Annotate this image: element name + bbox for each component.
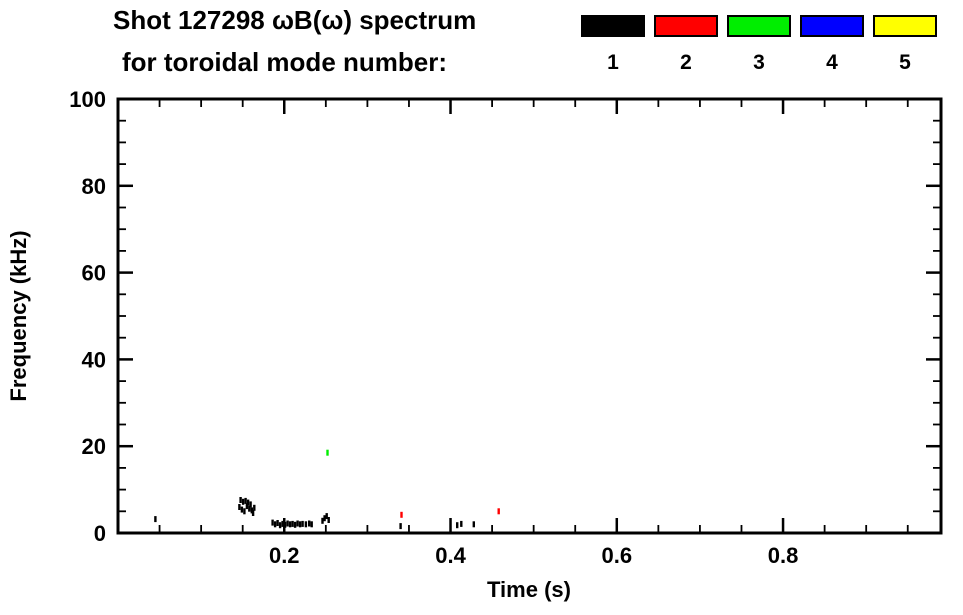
data-point-mode-1 xyxy=(249,501,252,508)
tick-label: 0.8 xyxy=(768,543,799,568)
data-points xyxy=(154,449,500,530)
tick-label: 20 xyxy=(82,434,106,459)
data-point-mode-1 xyxy=(286,520,289,527)
data-point-mode-1 xyxy=(323,515,326,522)
data-point-mode-1 xyxy=(472,521,475,528)
tick-label: 40 xyxy=(82,347,106,372)
legend-swatches xyxy=(581,15,937,37)
legend-mode-numbers: 1 2 3 4 5 xyxy=(581,51,937,75)
tick-label: 0.2 xyxy=(269,543,300,568)
data-point-mode-1 xyxy=(241,498,245,505)
data-point-mode-1 xyxy=(281,520,284,527)
tick-label: 0 xyxy=(94,521,106,546)
legend-swatch-mode-4 xyxy=(800,15,864,37)
legend-swatch-mode-3 xyxy=(727,15,791,37)
tick-label: 0.6 xyxy=(601,543,632,568)
data-point-mode-1 xyxy=(399,523,402,530)
data-point-mode-2 xyxy=(400,511,403,518)
legend-label-mode-3: 3 xyxy=(753,51,765,74)
data-point-mode-1 xyxy=(271,519,274,526)
data-point-mode-1 xyxy=(296,520,299,527)
data-point-mode-1 xyxy=(253,504,256,511)
y-axis-title: Frequency (kHz) xyxy=(6,230,31,401)
axis-ticks xyxy=(118,97,941,535)
data-point-mode-1 xyxy=(321,517,324,524)
data-point-mode-1 xyxy=(250,507,253,514)
chart-title: Shot 127298 ωB(ω) spectrum xyxy=(113,5,477,35)
legend-swatch-mode-2 xyxy=(654,15,718,37)
data-point-mode-3 xyxy=(326,449,329,456)
plot-frame xyxy=(116,97,943,535)
data-point-mode-1 xyxy=(288,521,292,528)
data-point-mode-1 xyxy=(245,503,249,510)
tick-label: 80 xyxy=(82,174,106,199)
legend-label-mode-1: 1 xyxy=(607,51,619,74)
chart-subtitle: for toroidal mode number: xyxy=(122,47,447,77)
data-point-mode-2 xyxy=(497,508,500,515)
tick-label: 100 xyxy=(69,87,106,112)
data-point-mode-1 xyxy=(325,513,328,520)
data-point-mode-1 xyxy=(283,521,287,528)
y-tick-labels: 0 20 40 60 80 100 xyxy=(69,87,106,546)
data-point-mode-1 xyxy=(251,510,255,516)
data-point-mode-1 xyxy=(291,520,294,527)
legend-label-mode-4: 4 xyxy=(826,51,838,74)
data-point-mode-1 xyxy=(246,499,250,506)
data-point-mode-1 xyxy=(248,505,251,512)
legend-swatch-mode-1 xyxy=(581,15,645,37)
tick-label: 0.4 xyxy=(435,543,466,568)
data-point-mode-1 xyxy=(327,517,330,523)
data-point-mode-1 xyxy=(244,497,247,504)
data-point-mode-1 xyxy=(460,520,463,527)
data-point-mode-1 xyxy=(240,506,244,513)
data-point-mode-1 xyxy=(238,504,241,510)
data-point-mode-1 xyxy=(310,521,313,528)
legend-label-mode-5: 5 xyxy=(899,51,911,74)
data-point-mode-1 xyxy=(276,520,279,526)
data-point-mode-1 xyxy=(301,520,304,527)
data-point-mode-1 xyxy=(239,497,242,503)
data-point-mode-1 xyxy=(273,521,277,528)
x-axis-title: Time (s) xyxy=(487,577,571,602)
tick-label: 60 xyxy=(82,261,106,286)
data-point-mode-1 xyxy=(293,521,297,528)
data-point-mode-1 xyxy=(278,522,282,529)
data-point-mode-1 xyxy=(298,521,302,528)
data-point-mode-1 xyxy=(304,521,308,528)
data-point-mode-1 xyxy=(456,522,459,529)
data-point-mode-1 xyxy=(154,516,157,523)
legend-label-mode-2: 2 xyxy=(680,51,692,74)
x-tick-labels: 0.2 0.4 0.6 0.8 xyxy=(269,543,798,568)
data-point-mode-1 xyxy=(308,520,311,527)
data-point-mode-1 xyxy=(243,508,246,515)
legend-swatch-mode-5 xyxy=(873,15,937,37)
